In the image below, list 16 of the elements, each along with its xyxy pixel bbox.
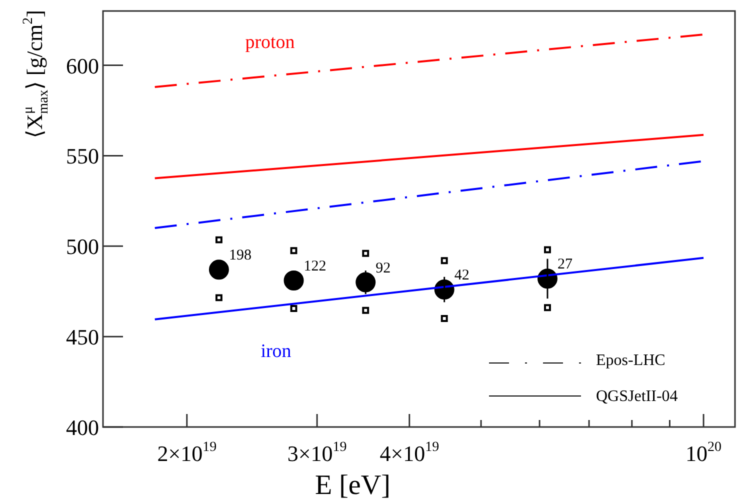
y-tick-label: 600 — [66, 53, 99, 78]
y-tick-label: 500 — [66, 234, 99, 260]
annotation: 198 — [228, 248, 252, 264]
annotation: 92 — [376, 260, 391, 276]
annotation: Epos-LHC — [596, 352, 666, 369]
y-tick-label: 450 — [66, 324, 99, 350]
annotation: proton — [245, 32, 296, 53]
annotation: QGSJetII-04 — [596, 388, 678, 405]
y-tick-label: 550 — [66, 144, 99, 169]
annotation: 42 — [454, 268, 470, 284]
y-tick-label: 400 — [66, 415, 99, 440]
y-axis-title: ⟨Xμmax⟩ [g/cm2] — [21, 10, 52, 138]
annotation: 27 — [557, 256, 573, 273]
x-axis-title: E [eV] — [315, 470, 390, 501]
annotation: 122 — [304, 258, 326, 274]
annotation: iron — [260, 341, 292, 362]
